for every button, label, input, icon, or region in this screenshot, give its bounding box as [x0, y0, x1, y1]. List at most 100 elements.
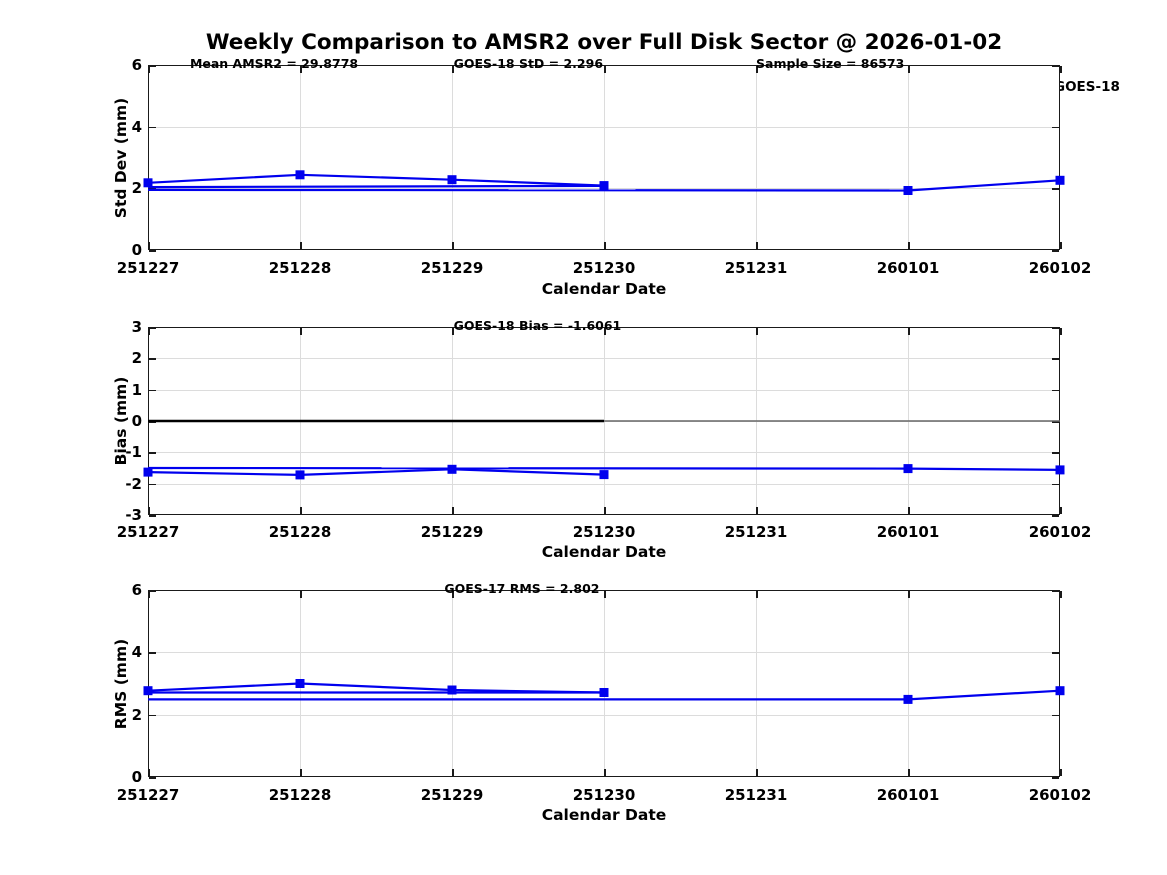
x-tick-label: 260102: [1028, 786, 1092, 804]
x-tick-mark: [604, 328, 606, 335]
series-line: [147, 184, 605, 189]
data-point-marker: [1055, 175, 1065, 185]
x-tick-mark: [148, 591, 150, 598]
bias-series-svg: [143, 419, 1065, 480]
y-tick-mark: [1052, 452, 1059, 454]
x-tick-label: 251227: [116, 259, 180, 277]
x-tick-mark: [452, 242, 454, 249]
series-line: [147, 173, 605, 187]
x-tick-mark: [756, 66, 758, 73]
rms-series-svg: [143, 679, 1065, 704]
y-tick-mark: [1052, 714, 1059, 717]
y-tick-mark: [149, 327, 156, 329]
data-point-marker: [1055, 465, 1065, 475]
x-tick-mark: [300, 507, 302, 514]
x-tick-mark: [908, 242, 910, 249]
x-tick-mark: [908, 328, 910, 335]
series-line: [147, 466, 909, 470]
gridline-horizontal: [149, 126, 1059, 128]
y-tick-label: 0: [131, 241, 142, 259]
gridline-horizontal: [149, 714, 1059, 716]
x-tick-mark: [604, 769, 606, 776]
y-tick-label: 2: [131, 179, 142, 198]
series-line: [907, 179, 1061, 192]
y-tick-mark: [1052, 652, 1059, 654]
x-axis-label: Calendar Date: [541, 543, 667, 561]
x-tick-mark: [452, 507, 454, 514]
x-tick-mark: [756, 591, 758, 598]
y-tick-label: 2: [131, 349, 142, 368]
y-tick-mark: [149, 590, 156, 592]
x-tick-label: 251229: [420, 523, 484, 541]
y-tick-mark: [149, 452, 156, 454]
x-tick-mark: [604, 242, 606, 249]
x-tick-label: 251227: [116, 786, 180, 804]
y-tick-mark: [1052, 250, 1059, 252]
x-tick-mark: [1060, 769, 1062, 776]
x-tick-label: 251229: [420, 259, 484, 277]
x-tick-mark: [148, 328, 150, 335]
y-tick-label: -3: [125, 506, 142, 524]
gridline-horizontal: [149, 652, 1059, 654]
x-tick-label: 260101: [876, 523, 940, 541]
x-axis-label: Calendar Date: [541, 280, 667, 298]
x-tick-mark: [1060, 242, 1062, 249]
x-tick-mark: [908, 591, 910, 598]
y-tick-mark: [149, 250, 156, 252]
x-axis-label: Calendar Date: [541, 806, 667, 824]
y-tick-mark: [1052, 358, 1059, 360]
series-line: [907, 467, 1061, 471]
y-tick-mark: [1052, 126, 1059, 129]
y-tick-mark: [1052, 515, 1059, 517]
series-line: [907, 689, 1061, 701]
y-tick-mark: [149, 358, 156, 360]
gridline-vertical: [604, 66, 605, 249]
x-tick-mark: [756, 328, 758, 335]
figure-title: Weekly Comparison to AMSR2 over Full Dis…: [205, 30, 1003, 55]
x-tick-mark: [148, 769, 150, 776]
std-dev-annotation: Mean AMSR2 = 29.8778: [189, 56, 359, 71]
x-tick-label: 260101: [876, 786, 940, 804]
data-point-marker: [447, 685, 457, 695]
gridline-vertical: [908, 66, 909, 249]
y-tick-mark: [1052, 483, 1059, 486]
gridline-vertical: [452, 66, 453, 249]
y-tick-mark: [1052, 65, 1059, 67]
x-tick-mark: [300, 242, 302, 249]
y-tick-mark: [1052, 389, 1059, 392]
data-point-marker: [903, 694, 913, 704]
x-tick-label: 260102: [1028, 259, 1092, 277]
x-tick-mark: [908, 507, 910, 514]
x-tick-mark: [604, 591, 606, 598]
gridline-horizontal: [149, 358, 1059, 360]
std-dev-annotation: Sample Size = 86573: [756, 56, 905, 71]
y-tick-mark: [1052, 777, 1059, 779]
gridline-horizontal: [149, 452, 1059, 454]
data-point-marker: [599, 181, 609, 191]
x-tick-label: 251228: [268, 259, 332, 277]
y-tick-label: 6: [131, 581, 142, 599]
gridline-vertical: [756, 66, 757, 249]
x-tick-mark: [300, 769, 302, 776]
y-tick-mark: [149, 652, 156, 654]
x-tick-label: 251228: [268, 523, 332, 541]
x-tick-label: 251227: [116, 523, 180, 541]
x-tick-mark: [1060, 507, 1062, 514]
x-tick-label: 251230: [572, 523, 636, 541]
x-tick-mark: [300, 66, 302, 73]
y-tick-label: 2: [131, 705, 142, 724]
data-point-marker: [1055, 686, 1065, 696]
x-tick-mark: [452, 591, 454, 598]
y-tick-mark: [149, 714, 156, 717]
std-dev-y-axis-label: Std Dev (mm): [112, 97, 130, 218]
x-tick-mark: [1060, 591, 1062, 598]
series-line: [147, 682, 605, 694]
gridline-horizontal: [149, 389, 1059, 391]
x-tick-mark: [300, 328, 302, 335]
bias-y-axis-label: Bias (mm): [112, 376, 130, 466]
x-tick-mark: [756, 242, 758, 249]
data-point-marker: [903, 464, 913, 474]
std-dev-annotation: GOES-18 StD = 2.296: [453, 56, 604, 71]
x-tick-label: 260102: [1028, 523, 1092, 541]
